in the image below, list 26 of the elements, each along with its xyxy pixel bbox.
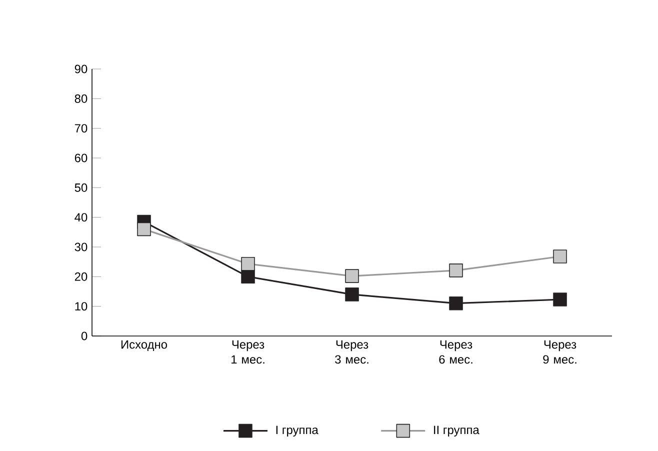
x-tick-label: Через 3 мес.	[335, 340, 368, 364]
legend-label: II группа	[434, 426, 480, 437]
y-tick-label: 0	[81, 332, 88, 340]
y-tick-label: 30	[74, 242, 88, 252]
point	[345, 269, 359, 283]
x-tick-label: Через 1 мес.	[232, 340, 264, 364]
y-tick-label: 10	[75, 302, 88, 311]
y-tick-label: 50	[74, 183, 88, 192]
point	[345, 288, 359, 302]
y-tick-label: 20	[74, 272, 88, 281]
point	[449, 296, 463, 310]
point	[241, 256, 255, 271]
x-tick-label: Через 6 мес.	[439, 340, 472, 364]
x-tick-label: Через 9 мес.	[543, 340, 576, 364]
point	[553, 292, 567, 306]
point	[241, 270, 255, 284]
y-tick-label: 80	[74, 94, 88, 103]
point	[137, 222, 151, 236]
x-tick-label: Исходно	[121, 340, 168, 351]
legend-label: I группа	[276, 426, 318, 437]
point	[449, 264, 463, 278]
y-tick-label: 70	[74, 124, 88, 133]
point	[553, 250, 567, 264]
y-tick-label: 90	[74, 64, 88, 74]
y-tick-label: 40	[74, 213, 88, 222]
y-tick-label: 60	[74, 154, 88, 162]
